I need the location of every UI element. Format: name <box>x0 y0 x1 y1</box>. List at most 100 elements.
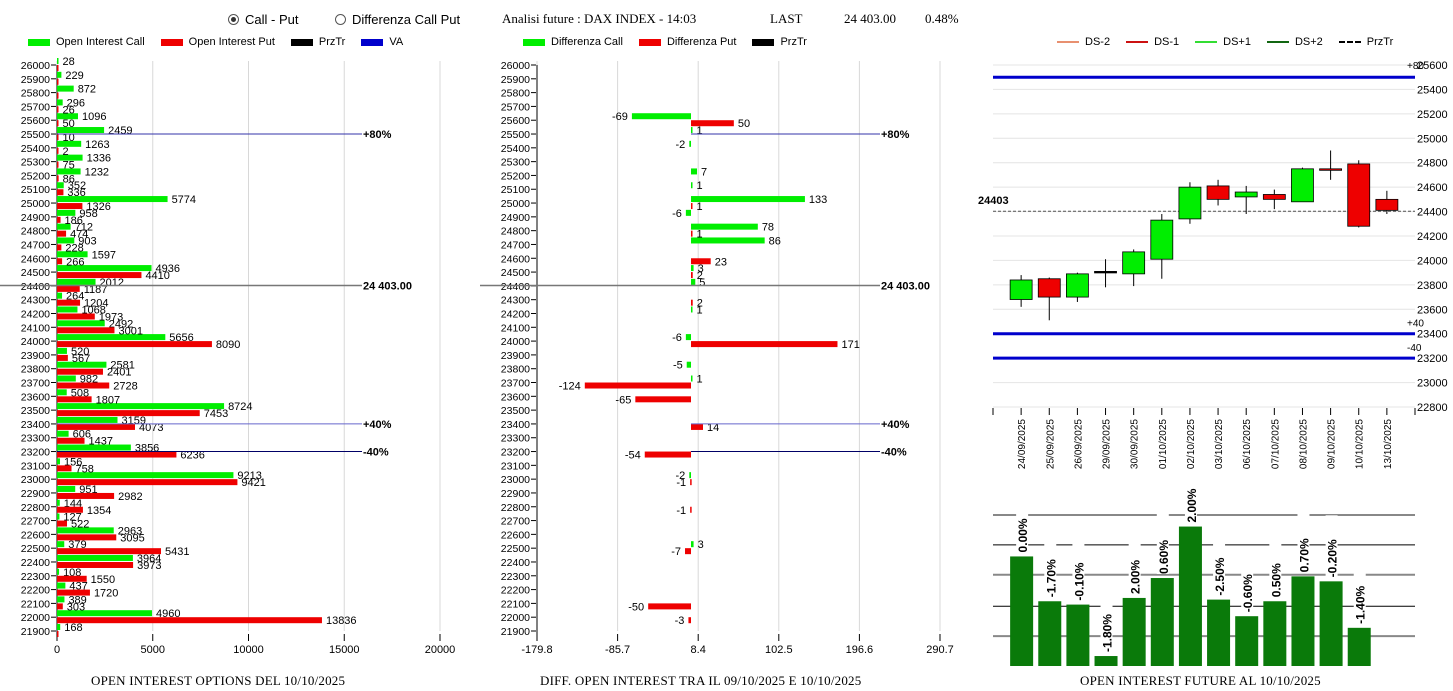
put-bar <box>57 423 135 430</box>
y-tick-label: 22000 <box>501 612 530 624</box>
call-bar <box>691 375 693 382</box>
call-bar <box>57 113 78 120</box>
call-bar <box>57 499 60 506</box>
bar-value-label: 474 <box>70 229 88 241</box>
y-tick-label: 23100 <box>21 460 50 472</box>
put-bar <box>57 147 59 154</box>
bar-value-label: 8090 <box>216 339 240 351</box>
last-label: LAST <box>770 11 803 26</box>
future-oi-bar <box>1291 576 1315 666</box>
bar-value-label: 1187 <box>84 284 108 296</box>
bar-value-label: 229 <box>65 70 83 82</box>
bar-value-label: 5774 <box>172 194 196 206</box>
y-tick-label: 25200 <box>501 170 530 182</box>
bar-value-label: 522 <box>71 519 89 531</box>
legend-line-przTr <box>1338 41 1361 43</box>
future-oi-bar <box>1207 599 1231 666</box>
put-bar <box>690 506 692 513</box>
candle-body <box>1122 251 1146 275</box>
y-tick-label: 23900 <box>21 350 50 362</box>
put-bar <box>57 175 59 182</box>
bar-value-label: 1336 <box>87 153 111 165</box>
call-bar <box>57 568 60 575</box>
y-tick-label: 22200 <box>21 585 50 597</box>
x-tick-label: 30/09/2025 <box>1130 419 1141 469</box>
future-oi-bar <box>1094 656 1118 666</box>
call-bar <box>57 485 76 492</box>
y-tick-label: 21900 <box>21 626 50 638</box>
bar-value-label: -69 <box>612 111 628 123</box>
y-tick-label: 25300 <box>21 157 50 169</box>
legend-label: Open Interest Put <box>188 36 275 48</box>
y-tick-label: 22800 <box>501 502 530 514</box>
put-bar <box>584 382 692 389</box>
call-bar <box>57 85 74 92</box>
put-bar <box>57 589 90 596</box>
bar-value-label: 50 <box>63 118 75 130</box>
call-bar <box>57 596 65 603</box>
bar-value-label: 2982 <box>118 491 142 503</box>
bar-value-label: -7 <box>671 546 681 558</box>
radio-call-put[interactable]: Call - Put <box>228 12 298 27</box>
x-tick-label: 08/10/2025 <box>1298 419 1309 469</box>
y-tick-label: 24700 <box>21 239 50 251</box>
call-bar <box>57 444 131 451</box>
y-tick-label: 24100 <box>21 322 50 334</box>
call-bar <box>57 458 60 465</box>
y-tick-label: 22100 <box>501 598 530 610</box>
caption-oi-future: OPEN INTEREST FUTURE AL 10/10/2025 <box>1080 673 1321 688</box>
bar-value-label: 1720 <box>94 588 118 600</box>
bar-value-label: 2492 <box>109 318 133 330</box>
bar-value-label: 266 <box>66 256 84 268</box>
y-tick-label: 22600 <box>21 529 50 541</box>
y-tick-label: 25300 <box>501 157 530 169</box>
candle-body <box>1009 279 1033 300</box>
y-tick-label: 24400 <box>1417 207 1448 219</box>
put-bar <box>688 617 692 624</box>
future-oi-bar <box>1347 627 1371 666</box>
y-tick-label: 25000 <box>501 198 530 210</box>
x-tick-label: 20000 <box>425 644 456 656</box>
candle-body <box>1066 273 1089 298</box>
x-tick-label: 8.4 <box>691 644 706 656</box>
bar-value-label: 5 <box>699 277 705 289</box>
put-bar <box>57 161 59 168</box>
y-tick-label: 24300 <box>501 295 530 307</box>
y-tick-label: 24600 <box>21 253 50 265</box>
x-tick-label: 01/10/2025 <box>1158 419 1169 469</box>
bar-value-label: 7453 <box>204 408 228 420</box>
legend-swatch-va <box>361 38 384 46</box>
bar-value-label: 336 <box>67 187 85 199</box>
candle-body <box>1234 191 1258 198</box>
caption-oi-diff: DIFF. OPEN INTEREST TRA IL 09/10/2025 E … <box>540 673 862 688</box>
bar-value-label: 1437 <box>89 436 113 448</box>
y-tick-label: 25200 <box>1417 109 1448 121</box>
legend-label: Open Interest Call <box>56 36 145 48</box>
y-tick-label: 25600 <box>1417 60 1448 72</box>
x-tick-label: 10/10/2025 <box>1355 419 1366 469</box>
radio-differenza-call-put[interactable]: Differenza Call Put <box>335 12 460 27</box>
y-tick-label: 22900 <box>21 488 50 500</box>
put-bar <box>57 451 177 458</box>
call-bar <box>57 140 82 147</box>
bar-value-label: 168 <box>64 622 82 634</box>
legend-label: PrzTr <box>780 36 807 48</box>
bar-value-label: 2 <box>697 298 703 310</box>
bar-value-label: 228 <box>65 242 83 254</box>
y-tick-label: 23400 <box>1417 329 1448 341</box>
put-bar <box>57 465 72 472</box>
y-tick-label: 25600 <box>501 115 530 127</box>
bar-value-label: 0.70% <box>1297 538 1311 572</box>
candle-body <box>1206 185 1230 200</box>
put-bar <box>57 189 64 196</box>
bar-value-label: 0.60% <box>1157 540 1171 574</box>
future-oi-bar <box>1010 556 1034 666</box>
bar-value-label: 1354 <box>87 505 111 517</box>
bar-value-label: 1 <box>697 125 703 137</box>
bar-value-label: 3 <box>698 539 704 551</box>
label-bg <box>1241 550 1254 613</box>
y-tick-label: 21900 <box>501 626 530 638</box>
put-bar <box>57 603 63 610</box>
y-tick-label: 25000 <box>21 198 50 210</box>
candle-body <box>1319 168 1343 171</box>
